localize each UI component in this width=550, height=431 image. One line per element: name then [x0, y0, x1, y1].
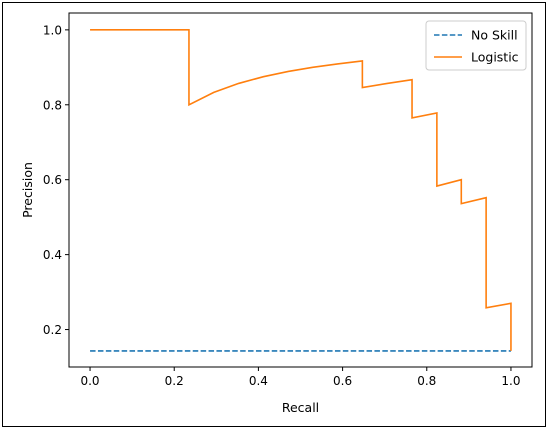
- y-tick-label: 0.4: [43, 248, 62, 262]
- legend-label-no-skill: No Skill: [471, 28, 518, 43]
- x-tick-label: 0.6: [333, 374, 352, 388]
- y-tick-label: 0.8: [43, 98, 62, 112]
- x-tick-label: 0.0: [80, 374, 99, 388]
- series-layer: [90, 29, 512, 352]
- series-line-logistic: [90, 29, 512, 351]
- plot-area: [68, 12, 533, 368]
- x-tick-label: 0.8: [417, 374, 436, 388]
- axis-layer: 0.0 0.2 0.4 0.6 0.8 1.0 0.2 0.4 0.6 0.8 1.0: [43, 23, 521, 388]
- x-tick-label: 0.2: [165, 374, 184, 388]
- y-tick-label: 0.6: [43, 173, 62, 187]
- x-tick-label: 1.0: [501, 374, 520, 388]
- x-axis-label: Recall: [282, 400, 319, 415]
- y-tick-label: 0.2: [43, 323, 62, 337]
- x-tick-label: 0.4: [249, 374, 268, 388]
- legend-label-logistic: Logistic: [471, 50, 519, 65]
- y-tick-label: 1.0: [43, 23, 62, 37]
- y-axis-label: Precision: [20, 162, 35, 218]
- legend: No Skill Logistic: [425, 20, 527, 71]
